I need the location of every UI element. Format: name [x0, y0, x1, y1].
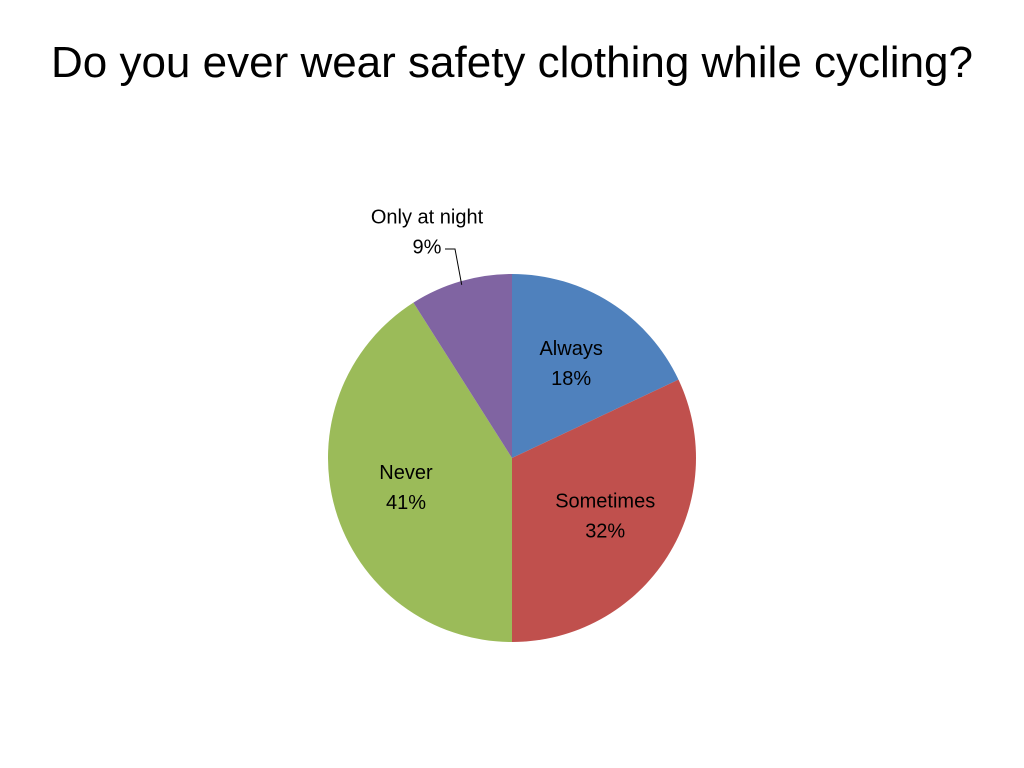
data-label-value: 18% [551, 368, 591, 390]
data-label-category: Never [379, 462, 433, 484]
leader-line [445, 248, 463, 285]
data-label-value: 32% [585, 520, 625, 542]
data-label-category: Always [539, 338, 602, 360]
data-label-value: 9% [413, 236, 442, 258]
data-label-category: Only at night [371, 206, 484, 228]
chart-title: Do you ever wear safety clothing while c… [50, 38, 973, 87]
pie-slice [413, 274, 512, 458]
pie-slice [512, 379, 696, 642]
data-label-value: 41% [386, 492, 426, 514]
pie-slice [512, 274, 679, 458]
pie-slice [327, 302, 512, 642]
data-label-category: Sometimes [555, 490, 655, 512]
